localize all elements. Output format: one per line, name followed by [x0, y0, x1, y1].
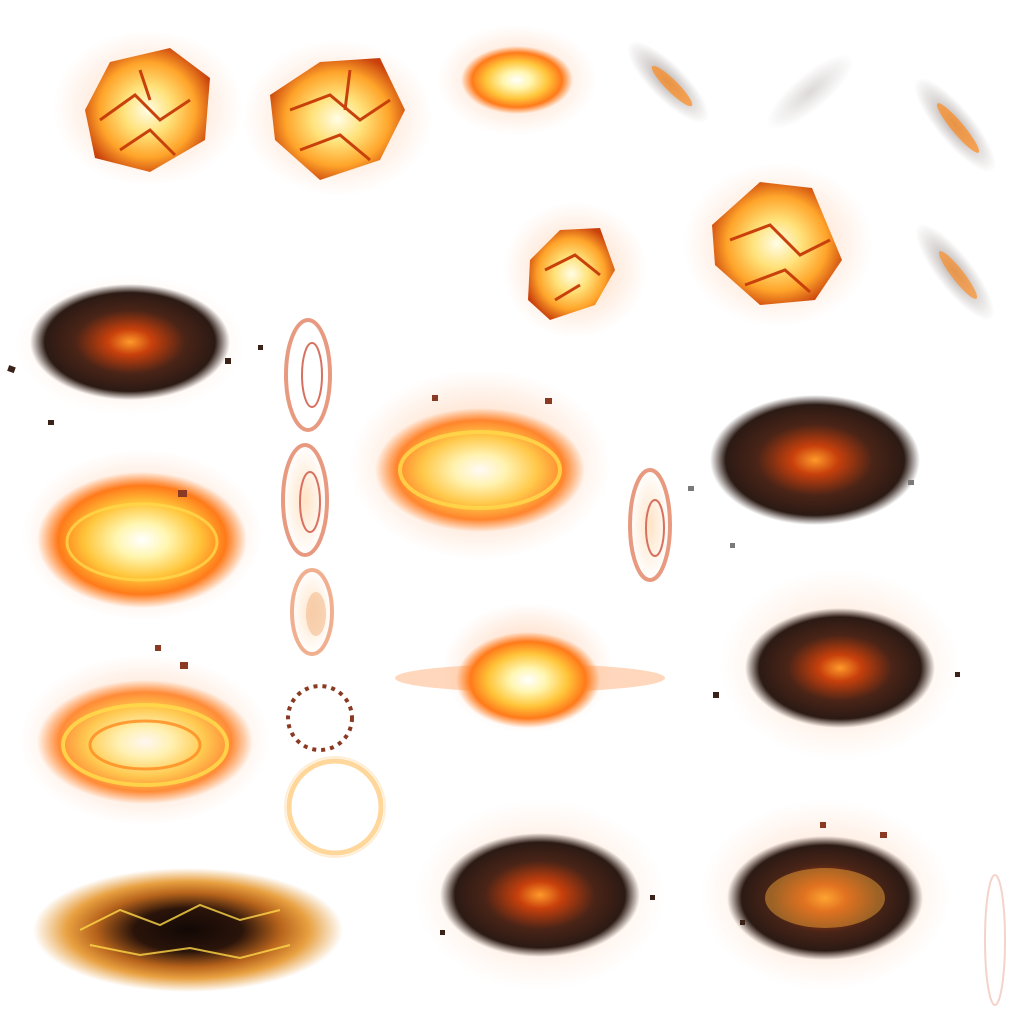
glow-ring-sprite	[284, 756, 386, 858]
smoke-trail-sprite-4	[915, 223, 995, 321]
lava-rock-sprite-3	[503, 202, 647, 338]
lava-rock-sprite-1	[53, 30, 243, 186]
smoke-trail-sprite-3	[914, 77, 996, 173]
fire-explosion-sprite-2	[20, 655, 270, 825]
shockwave-ring-sprite-3	[290, 568, 334, 656]
debris-particles	[7, 345, 960, 935]
char-explosion-sprite-1	[415, 800, 665, 990]
scorch-ring-sprite	[33, 868, 343, 992]
char-explosion-sprite-2	[720, 570, 960, 760]
fire-explosion-sprite-4	[395, 603, 665, 733]
lava-rock-sprite-2	[243, 40, 433, 196]
char-explosion-sprite-3	[700, 800, 950, 990]
lava-rock-sprite-4	[683, 163, 873, 327]
char-crater-sprite-2	[710, 395, 920, 525]
fire-explosion-sprite-3	[350, 370, 610, 560]
fire-burst-small-sprite	[437, 25, 597, 135]
shockwave-ring-sprite-2	[281, 443, 329, 557]
shockwave-ring-sprite-1	[284, 318, 332, 432]
shockwave-ring-sprite-5	[984, 874, 1006, 1006]
smoke-trail-sprite-2	[766, 54, 854, 130]
debris-ring-sprite	[286, 684, 354, 752]
smoke-trail-sprite-1	[627, 41, 709, 123]
shockwave-ring-sprite-4	[628, 468, 672, 582]
char-crater-sprite-1	[15, 275, 245, 415]
fire-explosion-sprite-1	[22, 450, 262, 620]
